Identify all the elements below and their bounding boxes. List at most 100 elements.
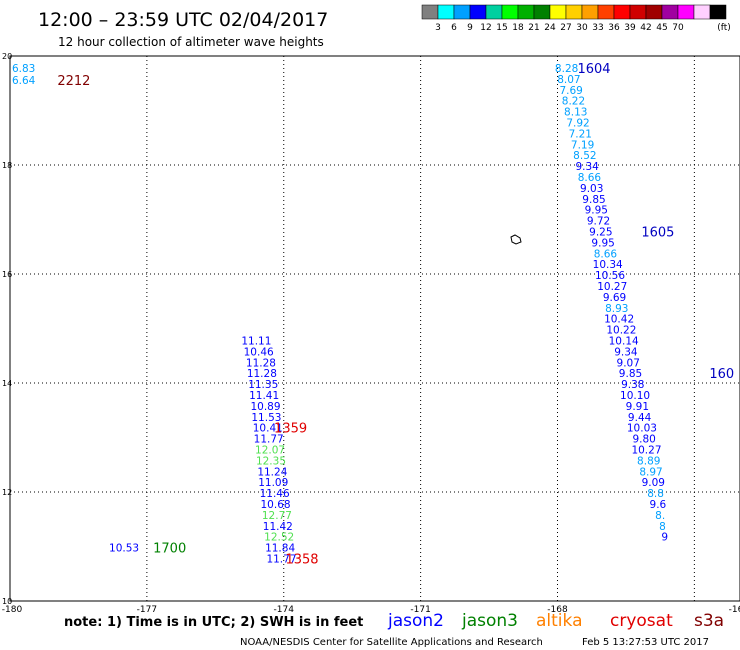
pass-time-label: 1358 bbox=[285, 552, 318, 567]
wave-height-value: 9.69 bbox=[603, 292, 626, 304]
wave-height-value: 12.77 bbox=[262, 510, 292, 522]
wave-height-value: 9.85 bbox=[619, 368, 642, 380]
colorbar-swatch bbox=[453, 4, 471, 20]
map-grid bbox=[10, 56, 740, 601]
colorbar-label: 15 bbox=[496, 23, 507, 33]
wave-height-value: 10.22 bbox=[606, 325, 636, 337]
wave-height-value: 10.34 bbox=[593, 259, 623, 271]
wave-height-value: 9.95 bbox=[585, 205, 608, 217]
pass-time-label: 1359 bbox=[274, 422, 307, 437]
colorbar-swatch bbox=[517, 4, 535, 20]
wave-height-value: 11.46 bbox=[260, 488, 290, 500]
wave-height-value: 11.28 bbox=[246, 357, 276, 369]
colorbar-label: 33 bbox=[592, 23, 603, 33]
wave-height-value: 8.89 bbox=[637, 455, 660, 467]
wave-height-value: 8.28 bbox=[555, 63, 578, 75]
wave-height-value: 12.07 bbox=[255, 444, 285, 456]
y-tick-label: 12 bbox=[2, 488, 12, 497]
wave-height-value: 9.07 bbox=[617, 357, 640, 369]
wave-height-value: 8.07 bbox=[557, 74, 580, 86]
wave-height-value: 9 bbox=[661, 532, 668, 544]
legend-jason2: jason2 bbox=[387, 611, 444, 631]
wave-height-value: 11.28 bbox=[247, 368, 277, 380]
satellite-legend: jason2 jason3 altika cryosat s3a bbox=[387, 611, 724, 631]
wave-height-value: 9.85 bbox=[582, 194, 605, 206]
wave-height-value: 11.42 bbox=[263, 521, 293, 533]
colorbar-label: 21 bbox=[528, 23, 539, 33]
wave-height-value: 11.11 bbox=[241, 335, 271, 347]
wave-height-value: 11.53 bbox=[251, 412, 281, 424]
wave-height-value: 11.41 bbox=[249, 390, 279, 402]
wave-height-value: 8.8 bbox=[647, 488, 664, 500]
wave-height-value: 9.6 bbox=[650, 499, 667, 511]
pass-time-label: 1604 bbox=[577, 62, 610, 77]
colorbar-label: 27 bbox=[560, 23, 571, 33]
wave-height-value: 11.24 bbox=[257, 466, 287, 478]
colorbar-swatch bbox=[613, 4, 631, 20]
colorbar-label: 9 bbox=[467, 23, 473, 33]
y-tick-label: 18 bbox=[2, 161, 12, 170]
colorbar-legend: 3 6 9 12 15 18 21 24 27 30 33 36 39 42 45 70 (ft) bbox=[421, 4, 731, 33]
wave-height-value: 10.53 bbox=[109, 543, 139, 555]
colorbar-swatch bbox=[709, 4, 727, 20]
x-tick-label: -177 bbox=[137, 605, 157, 615]
colorbar-swatch bbox=[469, 4, 487, 20]
colorbar-label: 24 bbox=[544, 23, 556, 33]
wave-height-value: 7.92 bbox=[566, 117, 589, 129]
wave-height-value: 10.27 bbox=[597, 281, 627, 293]
colorbar-label: 39 bbox=[624, 23, 636, 33]
x-tick-label: -180 bbox=[2, 605, 23, 615]
wave-height-value: 6.83 bbox=[12, 63, 35, 75]
wave-height-value: 10.46 bbox=[244, 346, 274, 358]
wave-height-value: 9.38 bbox=[621, 379, 644, 391]
colorbar-swatch bbox=[565, 4, 583, 20]
pass-time-label: 1605 bbox=[641, 225, 674, 240]
wave-height-value: 12.35 bbox=[256, 455, 286, 467]
colorbar-label: 12 bbox=[480, 23, 491, 33]
wave-height-value: 9.03 bbox=[580, 183, 603, 195]
pass-time-label: 160 bbox=[709, 367, 734, 382]
legend-s3a: s3a bbox=[694, 611, 724, 631]
colorbar-swatch bbox=[549, 4, 567, 20]
wave-height-value: 9.80 bbox=[632, 434, 655, 446]
colorbar-unit: (ft) bbox=[717, 23, 731, 33]
wave-height-value: 10.10 bbox=[620, 390, 650, 402]
colorbar-swatch bbox=[645, 4, 663, 20]
wave-height-value: 9.25 bbox=[589, 226, 612, 238]
wave-height-value: 11.84 bbox=[265, 543, 295, 555]
wave-height-value: 7.69 bbox=[559, 85, 582, 97]
axis-ticks: -180 -177 -174 -171 -168 -16 10 12 14 16 18 20 bbox=[2, 52, 740, 615]
wave-height-value: 10.68 bbox=[261, 499, 291, 511]
x-tick-label: -168 bbox=[547, 605, 568, 615]
wave-height-values: 6.836.64 8.288.077.698.228.137.927.217.19… bbox=[12, 63, 668, 565]
colorbar-swatch bbox=[421, 4, 439, 20]
wave-height-value: 8.52 bbox=[573, 150, 596, 162]
y-tick-label: 10 bbox=[2, 597, 12, 606]
colorbar-swatch bbox=[629, 4, 647, 20]
wave-height-value: 8.97 bbox=[639, 466, 662, 478]
colorbar-label: 70 bbox=[672, 23, 684, 33]
legend-cryosat: cryosat bbox=[610, 611, 673, 631]
footer-note: note: 1) Time is in UTC; 2) SWH is in fe… bbox=[64, 615, 363, 630]
wave-height-value: 8.66 bbox=[578, 172, 602, 184]
page-subtitle: 12 hour collection of altimeter wave hei… bbox=[58, 35, 324, 49]
wave-height-value: 9.34 bbox=[575, 161, 599, 173]
wave-height-value: 10.56 bbox=[595, 270, 625, 282]
colorbar-swatch bbox=[533, 4, 551, 20]
wave-height-value: 10.27 bbox=[631, 444, 661, 456]
colorbar-swatch bbox=[661, 4, 679, 20]
legend-jason3: jason3 bbox=[461, 611, 518, 631]
wave-height-value: 11.09 bbox=[258, 477, 288, 489]
wave-height-value: 12.52 bbox=[264, 532, 294, 544]
colorbar-swatch bbox=[437, 4, 455, 20]
colorbar-label: 18 bbox=[512, 23, 524, 33]
colorbar-label: 42 bbox=[640, 23, 651, 33]
colorbar-swatch bbox=[693, 4, 711, 20]
colorbar-label: 30 bbox=[576, 23, 588, 33]
pass-time-labels: 2212 1604 1605 160 1359 1700 1358 bbox=[57, 62, 734, 567]
wave-height-value: 10.03 bbox=[627, 423, 657, 435]
x-tick-label: -174 bbox=[274, 605, 295, 615]
pass-time-label: 1700 bbox=[153, 542, 186, 557]
wave-height-value: 10.89 bbox=[250, 401, 280, 413]
wave-height-value: 9.95 bbox=[591, 237, 614, 249]
